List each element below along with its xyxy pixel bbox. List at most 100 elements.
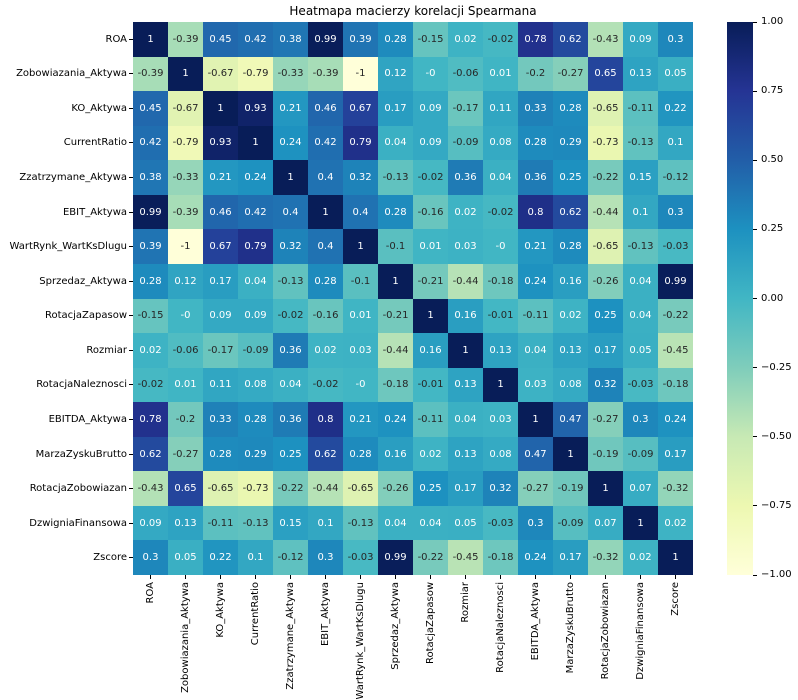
x-axis-label: RotacjaZobowiazan <box>588 582 623 700</box>
heatmap-cell: -0.43 <box>588 22 623 57</box>
y-axis-tick <box>129 73 133 75</box>
heatmap-cell: -0.44 <box>448 263 483 299</box>
y-axis-tick <box>129 142 133 144</box>
heatmap-cell: 0.03 <box>518 367 553 403</box>
heatmap-cell: 0.62 <box>308 436 343 472</box>
heatmap-cell: 0.01 <box>168 367 203 403</box>
x-axis-label: Zzatrzymane_Aktywa <box>273 582 308 700</box>
heatmap-cell: 1 <box>238 125 273 161</box>
y-axis-label: Zzatrzymane_Aktywa <box>19 172 127 184</box>
heatmap-cell: 0.21 <box>273 91 308 126</box>
heatmap-cell: 0.62 <box>553 22 588 57</box>
y-axis-tick <box>129 349 133 351</box>
heatmap-cell: 0.13 <box>448 436 483 472</box>
heatmap-cell: 0.09 <box>623 22 658 57</box>
heatmap-cell: -0.65 <box>588 91 623 126</box>
heatmap-cell: -0.09 <box>448 125 483 161</box>
heatmap-cell: -0.03 <box>483 505 518 541</box>
heatmap-cell: 0.01 <box>343 298 378 334</box>
heatmap-cell: -0.79 <box>168 125 203 161</box>
colorbar-tick-label: −0.75 <box>761 499 792 511</box>
heatmap-cell: -0.1 <box>343 263 378 299</box>
heatmap-cell: 0.01 <box>413 229 448 264</box>
colorbar-tick-label: −1.00 <box>761 569 792 580</box>
x-axis-tick <box>325 575 326 579</box>
heatmap-cell: 0.1 <box>658 125 693 161</box>
heatmap-cell: 0.32 <box>588 367 623 403</box>
colorbar-tick-label: 0.50 <box>761 154 784 166</box>
x-axis-label-text: Zzatrzymane_Aktywa <box>285 582 296 690</box>
heatmap-cell: -0.09 <box>553 505 588 541</box>
heatmap-cell: 0.08 <box>553 367 588 403</box>
heatmap-cell: -0 <box>343 367 378 403</box>
x-axis-tick <box>255 575 256 579</box>
heatmap-cell: 0.05 <box>623 333 658 368</box>
heatmap-cell: 0.22 <box>203 540 238 575</box>
heatmap-cell: 0.29 <box>238 436 273 472</box>
heatmap-cell: -0.11 <box>203 505 238 541</box>
heatmap-cell: 1 <box>553 436 588 472</box>
x-axis-label: Zscore <box>658 582 693 700</box>
x-axis-label: EBIT_Aktywa <box>308 582 343 700</box>
heatmap-cell: -0.26 <box>588 263 623 299</box>
heatmap-cell: 0.25 <box>273 436 308 472</box>
heatmap-cell: 0.24 <box>378 402 413 437</box>
heatmap-cell: 0.17 <box>203 263 238 299</box>
heatmap-cell: 0.4 <box>273 194 308 230</box>
x-axis-label: Rozmiar <box>448 582 483 700</box>
heatmap-cell: 0.28 <box>308 263 343 299</box>
heatmap-cell: 0.04 <box>378 125 413 161</box>
heatmap-grid: 1 -0.39 0.45 0.42 0.38 0.99 0.39 0.28 -0.15 0.02-… <box>133 22 693 575</box>
heatmap-cell: 0.04 <box>378 505 413 541</box>
heatmap-cell: 0.39 <box>133 229 168 264</box>
heatmap-cell: 1 <box>343 229 378 264</box>
heatmap-cell: -0.1 <box>378 229 413 264</box>
heatmap-cell: 0.25 <box>413 471 448 506</box>
x-axis-label-text: RotacjaZapasow <box>425 582 436 665</box>
y-axis-tick <box>129 384 133 386</box>
heatmap-cell: 0.04 <box>483 160 518 195</box>
heatmap-cell: 0.65 <box>588 56 623 92</box>
x-axis-label-text: ROA <box>145 582 156 604</box>
heatmap-cell: 0.67 <box>343 91 378 126</box>
heatmap-cell: 0.99 <box>133 194 168 230</box>
heatmap-cell: 0.28 <box>238 402 273 437</box>
heatmap-cell: 0.1 <box>623 194 658 230</box>
heatmap-cell: 0.45 <box>203 22 238 57</box>
heatmap-cell: 0.3 <box>658 22 693 57</box>
heatmap-cell: 0.16 <box>378 436 413 472</box>
heatmap-cell: 0.09 <box>413 125 448 161</box>
heatmap-cell: 0.28 <box>553 229 588 264</box>
heatmap-cell: 0.07 <box>623 471 658 506</box>
heatmap-cell: -0.11 <box>623 91 658 126</box>
heatmap-cell: 0.03 <box>448 229 483 264</box>
heatmap-cell: -0.32 <box>588 540 623 575</box>
heatmap-cell: 0.28 <box>518 125 553 161</box>
y-axis-tick <box>129 418 133 420</box>
heatmap-cell: 0.02 <box>413 436 448 472</box>
heatmap-cell: -0.17 <box>203 333 238 368</box>
heatmap-cell: -0.21 <box>413 263 448 299</box>
heatmap-cell: 0.25 <box>588 298 623 334</box>
heatmap-cell: 0.17 <box>588 333 623 368</box>
colorbar <box>727 22 753 575</box>
x-axis-label: RotacjaNaleznosci <box>483 582 518 700</box>
heatmap-cell: 0.24 <box>518 263 553 299</box>
heatmap-cell: 0.13 <box>553 333 588 368</box>
x-axis-tick <box>185 575 186 579</box>
x-axis-tick <box>605 575 606 579</box>
heatmap-cell: 0.03 <box>483 402 518 437</box>
heatmap-cell: -0.12 <box>273 540 308 575</box>
heatmap-cell: -0.01 <box>483 298 518 334</box>
y-axis-label: KO_Aktywa <box>71 102 127 114</box>
heatmap-cell: 0.08 <box>238 367 273 403</box>
heatmap-cell: -0.09 <box>623 436 658 472</box>
heatmap-cell: 0.03 <box>343 333 378 368</box>
heatmap-cell: 0.36 <box>273 333 308 368</box>
heatmap-cell: 0.62 <box>553 194 588 230</box>
heatmap-cell: 0.29 <box>553 125 588 161</box>
colorbar-tick <box>753 367 757 369</box>
heatmap-cell: 0.12 <box>378 56 413 92</box>
heatmap-cell: 0.47 <box>553 402 588 437</box>
x-axis-label-text: Sprzedaz_Aktywa <box>390 582 401 670</box>
